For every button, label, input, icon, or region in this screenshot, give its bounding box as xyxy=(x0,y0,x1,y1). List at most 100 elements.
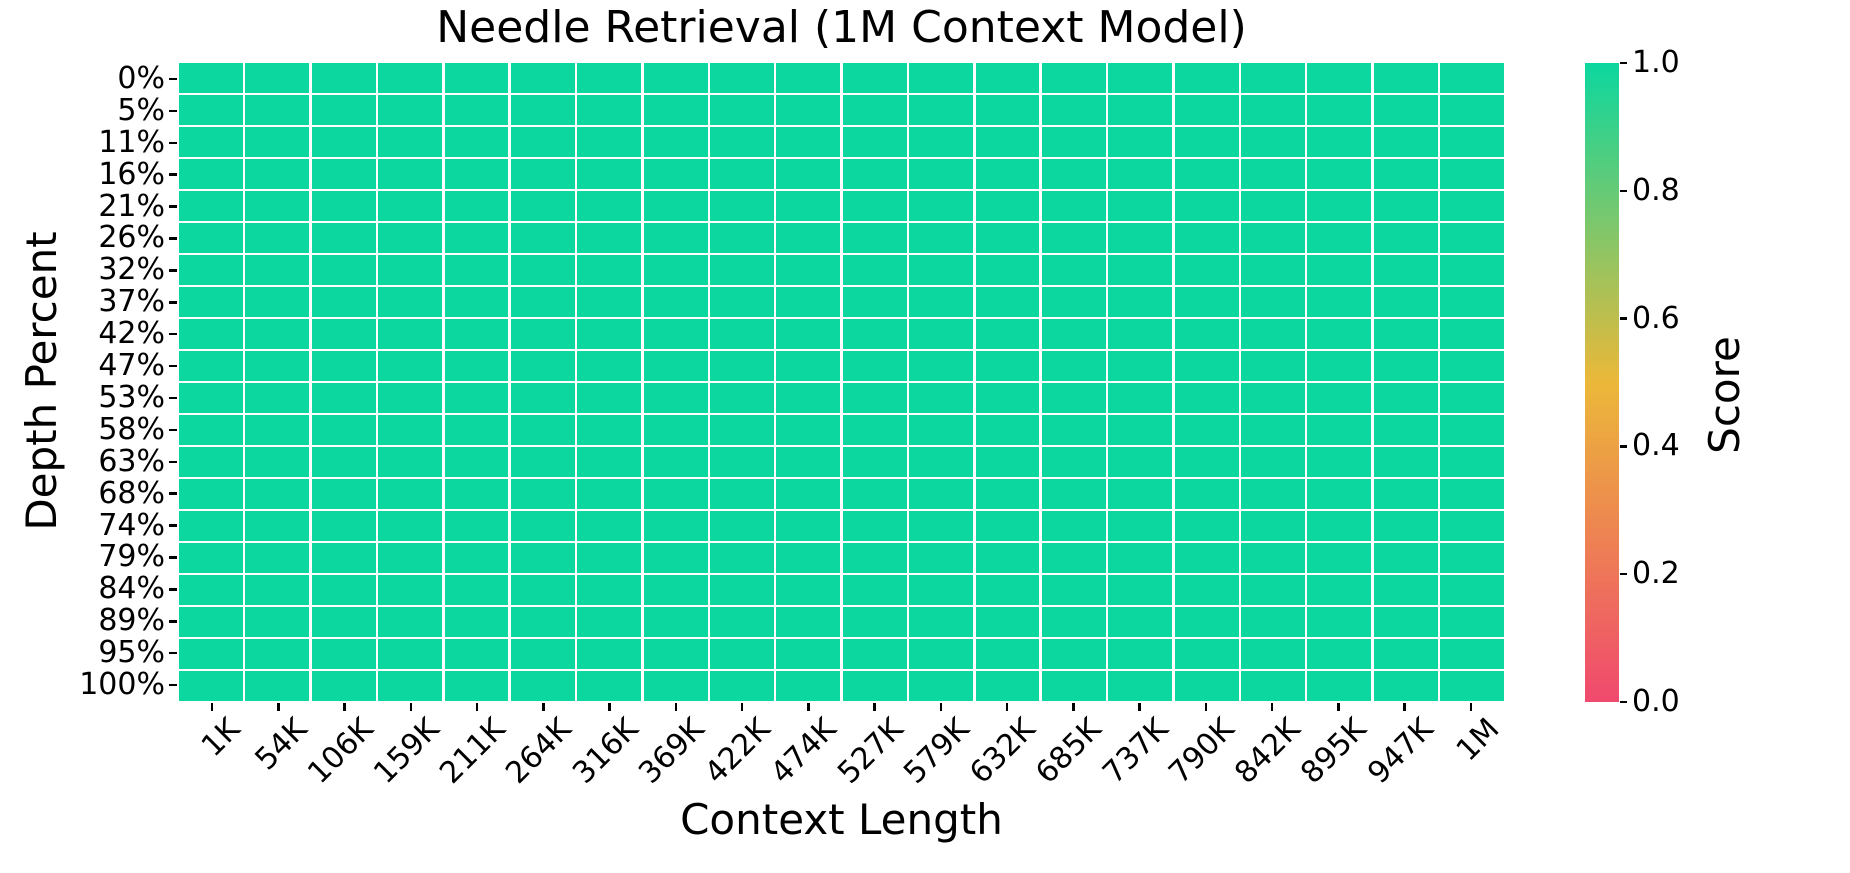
heatmap-cell xyxy=(444,511,509,541)
x-tick-label: 790K xyxy=(1162,711,1242,791)
y-tick-label: 68% xyxy=(98,475,165,511)
heatmap-cell xyxy=(776,543,841,573)
heatmap-cell xyxy=(1108,95,1173,125)
heatmap-cell xyxy=(245,287,310,317)
heatmap-cell xyxy=(776,351,841,381)
heatmap-cell xyxy=(710,63,774,93)
heatmap-cell xyxy=(1108,63,1173,93)
heatmap-cell xyxy=(975,671,1040,701)
y-tick-mark xyxy=(169,492,177,495)
heatmap-cell xyxy=(510,319,575,349)
heatmap-cell xyxy=(577,447,642,477)
heatmap-cell xyxy=(1174,543,1239,573)
heatmap-cell xyxy=(909,191,973,221)
heatmap-cell xyxy=(776,511,841,541)
heatmap-cell xyxy=(1241,95,1305,125)
heatmap-cell xyxy=(179,383,243,413)
heatmap-cell xyxy=(1174,607,1239,637)
heatmap-cell xyxy=(710,639,774,669)
heatmap-cell xyxy=(510,447,575,477)
heatmap-cell xyxy=(577,671,642,701)
heatmap-cell xyxy=(179,319,243,349)
heatmap-cell xyxy=(1174,63,1239,93)
y-tick-label: 21% xyxy=(98,188,165,224)
heatmap-cell xyxy=(444,63,509,93)
heatmap-cell xyxy=(1373,447,1438,477)
chart-title: Needle Retrieval (1M Context Model) xyxy=(436,2,1247,53)
heatmap-cell xyxy=(577,95,642,125)
heatmap-cell xyxy=(710,191,774,221)
heatmap-cell xyxy=(311,351,376,381)
heatmap-cell xyxy=(1041,63,1106,93)
heatmap-cell xyxy=(1373,319,1438,349)
heatmap-cell xyxy=(577,127,642,157)
heatmap-cell xyxy=(975,415,1040,445)
heatmap-cell xyxy=(245,575,310,605)
colorbar-tick-mark xyxy=(1620,189,1627,193)
heatmap-cell xyxy=(975,287,1040,317)
x-tick-label: 211K xyxy=(433,711,513,791)
y-tick-label: 47% xyxy=(98,348,165,384)
heatmap-cell xyxy=(842,607,907,637)
heatmap-cell xyxy=(643,575,708,605)
heatmap-cell xyxy=(842,639,907,669)
heatmap-cell xyxy=(1108,159,1173,189)
heatmap-cell xyxy=(1440,383,1504,413)
heatmap-cell xyxy=(510,255,575,285)
y-tick-mark xyxy=(169,301,177,304)
heatmap-cell xyxy=(378,479,442,509)
heatmap-cell xyxy=(444,447,509,477)
heatmap-cell xyxy=(842,383,907,413)
heatmap-cell xyxy=(1041,287,1106,317)
heatmap-cell xyxy=(1440,447,1504,477)
heatmap-cell xyxy=(909,575,973,605)
heatmap-cell xyxy=(643,415,708,445)
heatmap-cell xyxy=(776,319,841,349)
heatmap-cell xyxy=(179,63,243,93)
heatmap-cell xyxy=(1041,447,1106,477)
heatmap-cell xyxy=(1307,383,1372,413)
heatmap-cell xyxy=(179,223,243,253)
heatmap-cell xyxy=(378,383,442,413)
heatmap-cell xyxy=(1307,287,1372,317)
heatmap-cell xyxy=(179,415,243,445)
x-tick-mark xyxy=(674,703,678,711)
heatmap-cell xyxy=(643,543,708,573)
x-tick-mark xyxy=(939,703,943,711)
heatmap-cell xyxy=(710,351,774,381)
heatmap-cell xyxy=(909,447,973,477)
heatmap-cell xyxy=(710,159,774,189)
heatmap-cell xyxy=(510,287,575,317)
heatmap-cell xyxy=(378,511,442,541)
heatmap-cell xyxy=(378,447,442,477)
heatmap-cell xyxy=(577,383,642,413)
heatmap-grid xyxy=(179,63,1504,701)
y-tick-label: 100% xyxy=(79,667,165,703)
heatmap-cell xyxy=(1373,639,1438,669)
heatmap-cell xyxy=(311,671,376,701)
heatmap-cell xyxy=(1241,351,1305,381)
heatmap-cell xyxy=(311,575,376,605)
heatmap-cell xyxy=(776,159,841,189)
heatmap-cell xyxy=(1041,255,1106,285)
heatmap-cell xyxy=(1307,95,1372,125)
heatmap-cell xyxy=(909,543,973,573)
heatmap-cell xyxy=(643,287,708,317)
heatmap-cell xyxy=(1041,415,1106,445)
heatmap-cell xyxy=(245,639,310,669)
x-tick-mark xyxy=(1005,703,1009,711)
heatmap-cell xyxy=(1307,607,1372,637)
heatmap-cell xyxy=(444,159,509,189)
heatmap-cell xyxy=(444,255,509,285)
heatmap-cell xyxy=(776,63,841,93)
colorbar-gradient xyxy=(1585,63,1619,702)
heatmap-cell xyxy=(1241,639,1305,669)
heatmap-cell xyxy=(643,191,708,221)
heatmap-cell xyxy=(444,671,509,701)
heatmap-cell xyxy=(1041,639,1106,669)
y-tick-mark xyxy=(169,205,177,208)
heatmap-cell xyxy=(776,383,841,413)
heatmap-cell xyxy=(577,63,642,93)
heatmap-cell xyxy=(1041,351,1106,381)
heatmap-cell xyxy=(510,191,575,221)
